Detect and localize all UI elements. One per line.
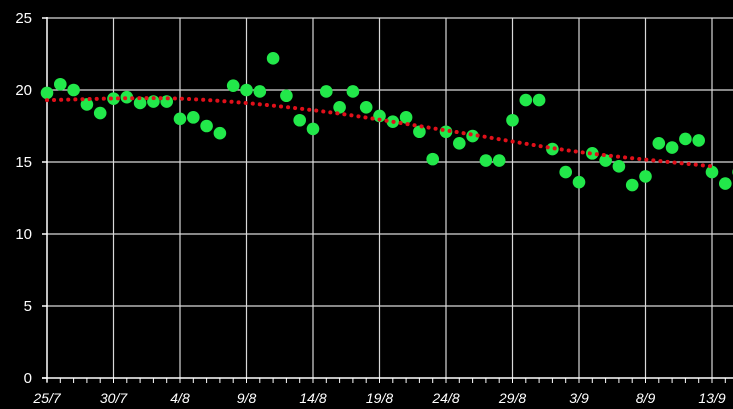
data-point-15 <box>240 83 253 97</box>
trendline <box>45 96 714 169</box>
x-tick-label-9-8: 9/8 <box>237 390 257 406</box>
data-point-25 <box>373 109 386 123</box>
data-point-44 <box>625 178 639 192</box>
data-point-48 <box>679 132 692 146</box>
data-point-5 <box>107 92 120 105</box>
data-point-38 <box>546 142 559 156</box>
x-tick-label-8-9: 8/9 <box>636 390 656 406</box>
data-point-13 <box>213 126 227 140</box>
x-tick-label-29-8: 29/8 <box>498 390 526 406</box>
data-point-7 <box>133 96 147 110</box>
data-point-49 <box>692 134 705 147</box>
data-point-46 <box>652 136 666 150</box>
y-tick-label-25: 25 <box>15 10 32 27</box>
data-point-10 <box>173 112 187 126</box>
x-minor-ticks <box>46 378 726 383</box>
data-point-12 <box>200 119 213 133</box>
data-point-18 <box>280 89 293 103</box>
data-point-50 <box>705 165 719 179</box>
data-point-45 <box>639 170 652 183</box>
data-point-28 <box>413 125 426 139</box>
data-point-41 <box>586 147 599 160</box>
y-tick-label-20: 20 <box>15 82 32 99</box>
data-point-43 <box>612 160 626 173</box>
horizontal-gridlines <box>47 17 733 307</box>
data-point-2 <box>67 83 80 97</box>
data-point-17 <box>266 52 280 65</box>
x-tick-label-4-8: 4/8 <box>170 390 190 406</box>
data-point-33 <box>479 154 493 167</box>
data-points <box>40 52 733 192</box>
x-tick-label-30-7: 30/7 <box>100 390 128 406</box>
data-point-27 <box>399 111 413 124</box>
data-point-19 <box>293 113 307 127</box>
x-tick-label-25-7: 25/7 <box>32 390 61 406</box>
data-point-0 <box>40 86 54 100</box>
data-point-1 <box>54 77 67 91</box>
data-point-6 <box>120 90 134 104</box>
x-tick-label-19-8: 19/8 <box>366 390 393 406</box>
data-point-47 <box>665 141 679 154</box>
data-point-4 <box>93 106 107 120</box>
data-point-31 <box>453 136 466 150</box>
x-tick-label-3-9: 3/9 <box>569 390 589 406</box>
data-point-34 <box>492 154 506 167</box>
data-point-37 <box>532 93 546 107</box>
x-tick-label-14-8: 14/8 <box>299 390 326 406</box>
data-point-35 <box>506 113 519 127</box>
x-tick-label-24-8: 24/8 <box>431 390 459 406</box>
y-tick-label-0: 0 <box>24 370 32 387</box>
data-point-39 <box>559 165 572 179</box>
x-tick-label-13-9: 13/9 <box>698 390 725 406</box>
y-tick-label-5: 5 <box>24 298 32 315</box>
y-tick-labels: 0 5 10 15 20 25 <box>15 10 32 387</box>
data-point-22 <box>333 100 346 114</box>
y-tick-label-10: 10 <box>15 226 32 243</box>
x-tick-labels: 25/7 30/7 4/8 9/8 14/8 19/8 24/8 29/8 3/9 8/9 13/9 <box>32 390 725 406</box>
data-point-20 <box>306 122 320 136</box>
data-point-23 <box>346 85 360 98</box>
data-point-29 <box>426 152 440 166</box>
data-point-11 <box>187 111 200 124</box>
data-point-8 <box>147 95 160 108</box>
data-point-40 <box>572 175 586 189</box>
data-point-14 <box>226 79 240 92</box>
data-point-42 <box>599 154 612 167</box>
data-point-21 <box>320 85 333 98</box>
y-tick-label-15: 15 <box>15 154 32 171</box>
data-point-51 <box>719 177 732 190</box>
data-point-24 <box>359 100 373 114</box>
data-point-3 <box>80 98 94 111</box>
vertical-gridlines <box>112 18 713 378</box>
data-point-36 <box>519 93 533 107</box>
data-point-16 <box>253 85 267 98</box>
